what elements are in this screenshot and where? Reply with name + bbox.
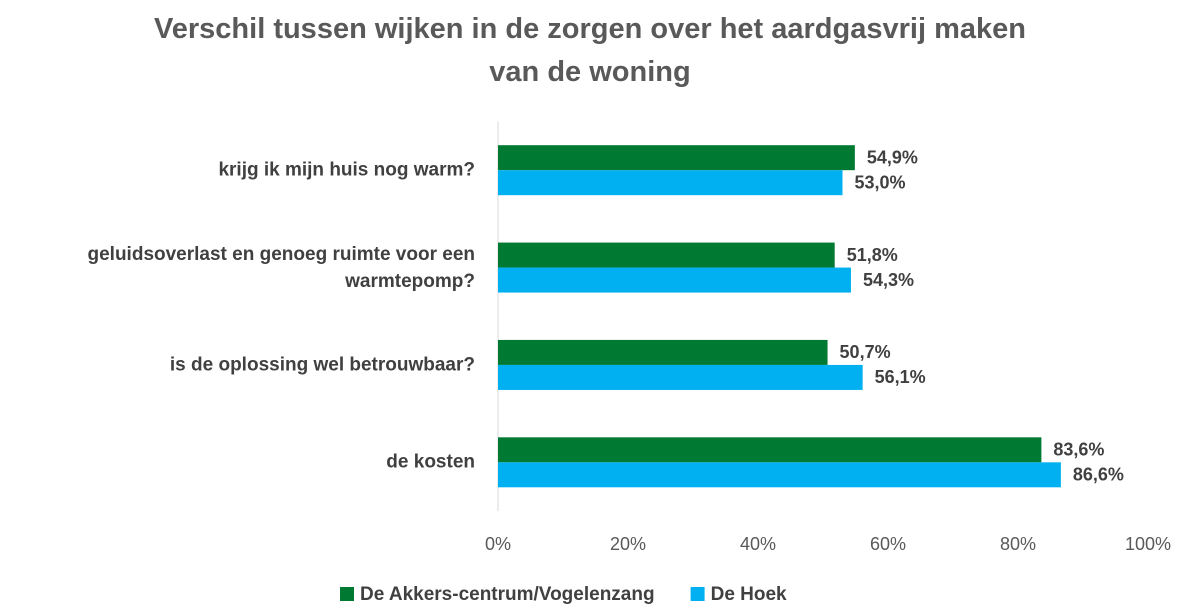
x-tick-label: 80% xyxy=(1000,534,1036,554)
legend-swatch xyxy=(690,587,705,601)
x-tick-label: 20% xyxy=(610,534,646,554)
category-label: is de oplossing wel betrouwbaar? xyxy=(169,354,475,376)
bar xyxy=(498,267,851,293)
bar xyxy=(498,437,1042,463)
bar xyxy=(498,462,1061,488)
bar xyxy=(498,170,843,196)
data-label: 51,8% xyxy=(847,245,898,265)
data-label: 86,6% xyxy=(1073,465,1124,485)
category-label: de kosten xyxy=(386,451,475,473)
x-tick-label: 100% xyxy=(1125,534,1171,554)
data-label: 56,1% xyxy=(875,367,926,387)
bar xyxy=(498,242,835,268)
legend-label: De Akkers-centrum/Vogelenzang xyxy=(360,584,655,605)
category-label: krijg ik mijn huis nog warm? xyxy=(218,159,475,181)
x-tick-label: 40% xyxy=(740,534,776,554)
category-label: geluidsoverlast en genoeg ruimte voor ee… xyxy=(87,243,476,292)
data-label: 53,0% xyxy=(855,172,906,192)
x-tick-label: 60% xyxy=(870,534,906,554)
data-label: 50,7% xyxy=(840,342,891,362)
bar xyxy=(498,339,828,365)
legend-label: De Hoek xyxy=(711,584,787,605)
data-label: 83,6% xyxy=(1053,440,1104,460)
chart-title: Verschil tussen wijken in de zorgen over… xyxy=(154,13,1026,88)
data-label: 54,3% xyxy=(863,270,914,290)
x-tick-label: 0% xyxy=(485,534,511,554)
bar xyxy=(498,145,855,171)
bar xyxy=(498,364,863,390)
data-label: 54,9% xyxy=(867,147,918,167)
legend-swatch xyxy=(340,587,354,601)
